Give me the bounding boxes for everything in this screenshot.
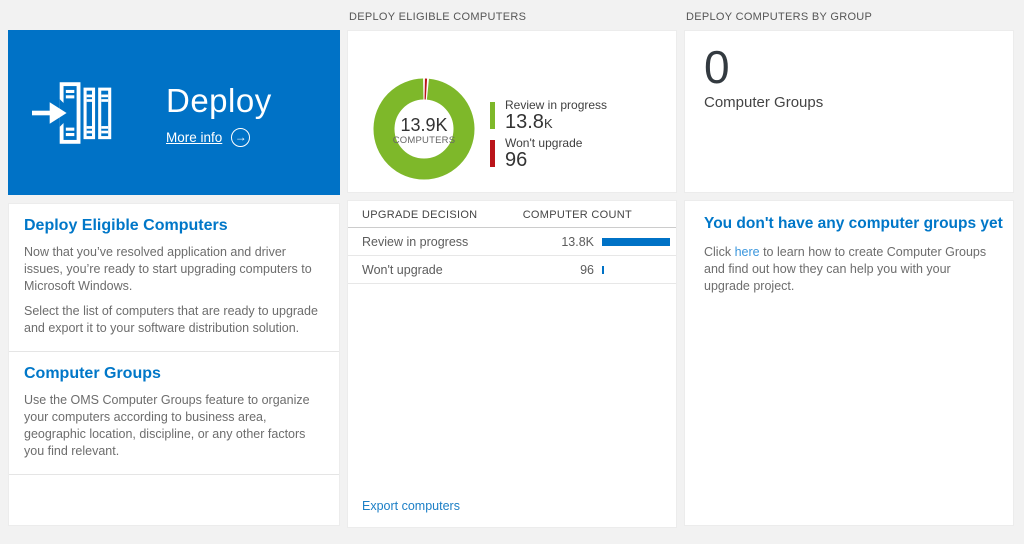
donut-center-text: 13.9K COMPUTERS [373, 115, 475, 146]
deploy-tile-text: Deploy More info → [166, 81, 272, 147]
count-bar [602, 237, 670, 246]
legend-label: Won't upgrade [505, 136, 583, 150]
section-paragraph: Select the list of computers that are re… [24, 304, 318, 335]
section-filler [9, 475, 339, 525]
table-row[interactable]: Review in progress 13.8K [348, 228, 676, 256]
legend-value: 13.8K [505, 111, 553, 133]
computer-groups-count-tile[interactable]: 0 Computer Groups [684, 30, 1014, 193]
left-column-header [8, 0, 340, 30]
legend-color-bar [490, 102, 495, 129]
middle-column-header: DEPLOY ELIGIBLE COMPUTERS [349, 11, 527, 23]
cell-upgrade-decision: Won't upgrade [362, 262, 443, 277]
column-deploy-computers-by-group: DEPLOY COMPUTERS BY GROUP 0 Computer Gro… [684, 0, 1014, 526]
right-column-header: DEPLOY COMPUTERS BY GROUP [686, 11, 873, 23]
section-computer-groups: Computer Groups Use the OMS Computer Gro… [9, 352, 339, 475]
deploy-tile-title: Deploy [166, 81, 272, 119]
empty-state-heading: You don't have any computer groups yet [704, 215, 1003, 232]
upgrade-decision-donut-card: 13.9K COMPUTERS Review in progress 13.8K… [347, 30, 677, 193]
deploy-icon [32, 76, 112, 150]
legend-value: 96 [505, 149, 528, 171]
upgrade-decision-table-card: UPGRADE DECISION COMPUTER COUNT Review i… [347, 200, 677, 528]
upgrade-decision-donut-chart[interactable]: 13.9K COMPUTERS [373, 78, 475, 180]
cell-computer-count: 96 [580, 262, 594, 277]
computer-groups-count: 0 [704, 41, 730, 93]
column-deploy-eligible-computers: DEPLOY ELIGIBLE COMPUTERS 13.9K COMPUTER… [347, 0, 677, 528]
cell-computer-count: 13.8K [561, 234, 594, 249]
count-bar [602, 265, 605, 274]
more-info-link[interactable]: More info → [166, 127, 272, 147]
deploy-info-card: Deploy Eligible Computers Now that you’v… [8, 203, 340, 526]
count-bar-track [602, 237, 670, 246]
section-paragraph: Use the OMS Computer Groups feature to o… [24, 393, 310, 458]
section-heading: Deploy Eligible Computers [24, 217, 228, 234]
section-deploy-eligible-computers: Deploy Eligible Computers Now that you’v… [9, 204, 339, 352]
here-link[interactable]: here [734, 245, 760, 259]
donut-total-label: COMPUTERS [392, 135, 456, 146]
table-header-row: UPGRADE DECISION COMPUTER COUNT [348, 201, 676, 228]
column-deploy-overview: Deploy More info → Deploy Eligible Compu… [8, 0, 340, 526]
more-info-label: More info [166, 129, 223, 145]
column-header-upgrade-decision: UPGRADE DECISION [362, 209, 478, 221]
column-header-computer-count: COMPUTER COUNT [522, 209, 632, 221]
empty-state-text: Click here to learn how to create Comput… [704, 245, 987, 293]
legend-label: Review in progress [505, 98, 608, 112]
export-computers-link[interactable]: Export computers [362, 499, 460, 513]
donut-total-value: 13.9K [400, 115, 448, 135]
donut-segment-review-in-progress [373, 78, 475, 180]
computer-groups-count-label: Computer Groups [704, 94, 824, 111]
deploy-tile[interactable]: Deploy More info → [8, 30, 340, 195]
donut-legend: Review in progress 13.8K Won't upgrade 9… [490, 99, 607, 175]
arrow-circle-icon: → [231, 127, 251, 147]
table-row[interactable]: Won't upgrade 96 [348, 256, 676, 284]
table-spacer [348, 284, 676, 499]
legend-color-bar [490, 140, 495, 167]
legend-item-wont-upgrade: Won't upgrade 96 [490, 137, 607, 172]
section-paragraph: Now that you’ve resolved application and… [24, 245, 312, 293]
cell-upgrade-decision: Review in progress [362, 234, 469, 249]
section-heading: Computer Groups [24, 365, 161, 382]
computer-groups-empty-state-card: You don't have any computer groups yet C… [684, 200, 1014, 526]
legend-item-review-in-progress: Review in progress 13.8K [490, 99, 607, 134]
count-bar-track [602, 265, 670, 274]
